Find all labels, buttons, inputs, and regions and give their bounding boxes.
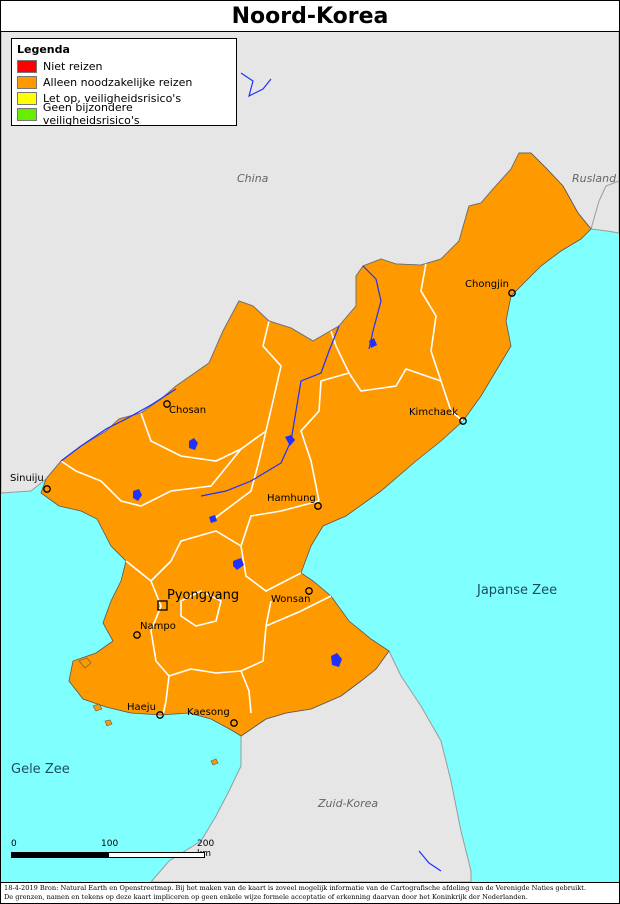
legend-item-let-op: Let op, veiligheidsrisico's bbox=[17, 90, 231, 106]
border-russia bbox=[590, 180, 619, 230]
city-markers bbox=[43, 289, 516, 727]
province-borders bbox=[60, 262, 464, 716]
legend-swatch bbox=[17, 59, 37, 73]
lakes bbox=[133, 338, 377, 667]
legend-label: Niet reizen bbox=[43, 59, 103, 73]
footer-line-2: De grenzen, namen en tekens op deze kaar… bbox=[4, 893, 528, 901]
country-label-china: China bbox=[237, 172, 269, 185]
legend-swatch bbox=[17, 91, 37, 105]
map-title: Noord-Korea bbox=[231, 3, 389, 29]
legend: Legenda Niet reizen Alleen noodzakelijke… bbox=[11, 38, 237, 127]
legend-item-noodzakelijk: Alleen noodzakelijke reizen bbox=[17, 74, 231, 90]
footer-credits: 18-4-2019 Bron: Natural Earth en Openstr… bbox=[1, 882, 619, 903]
legend-title: Legenda bbox=[17, 43, 70, 56]
legend-item-geen-risico: Geen bijzondere veiligheidsrisico's bbox=[17, 101, 231, 127]
city-label-chongjin: Chongjin bbox=[465, 279, 510, 290]
country-label-zuid-korea: Zuid-Korea bbox=[318, 797, 379, 810]
city-label-nampo: Nampo bbox=[140, 621, 176, 632]
city-label-sinuiju: Sinuiju bbox=[10, 473, 44, 484]
sea-label-japanse-zee: Japanse Zee bbox=[477, 583, 558, 598]
city-label-wonsan: Wonsan bbox=[271, 594, 311, 605]
rivers bbox=[60, 72, 442, 872]
city-label-kimchaek: Kimchaek bbox=[409, 407, 458, 418]
legend-swatch bbox=[17, 75, 37, 89]
legend-swatch bbox=[17, 107, 37, 121]
title-bar: Noord-Korea bbox=[1, 1, 619, 32]
scale-tick-0: 0 bbox=[11, 839, 17, 849]
city-label-pyongyang: Pyongyang bbox=[167, 588, 240, 603]
legend-label: Geen bijzondere veiligheidsrisico's bbox=[42, 101, 140, 127]
city-label-haeju: Haeju bbox=[127, 702, 156, 713]
footer-line-1: 18-4-2019 Bron: Natural Earth en Openstr… bbox=[4, 884, 587, 892]
scale-bar: 0 100 200 km bbox=[11, 839, 214, 865]
legend-label: Alleen noodzakelijke reizen bbox=[43, 75, 193, 89]
map-canvas bbox=[1, 31, 619, 882]
sea-label-gele-zee: Gele Zee bbox=[11, 762, 70, 777]
city-label-kaesong: Kaesong bbox=[187, 707, 230, 718]
legend-label: Let op, veiligheidsrisico's bbox=[43, 91, 182, 105]
country-label-rusland: Rusland bbox=[572, 172, 617, 185]
city-label-hamhung: Hamhung bbox=[267, 493, 316, 504]
scale-tick-100: 100 bbox=[101, 839, 119, 849]
city-label-chosan: Chosan bbox=[169, 405, 207, 416]
legend-item-niet-reizen: Niet reizen bbox=[17, 58, 231, 74]
scale-segment-light bbox=[108, 852, 205, 858]
islands bbox=[78, 657, 219, 766]
scale-segment-dark bbox=[11, 852, 108, 858]
